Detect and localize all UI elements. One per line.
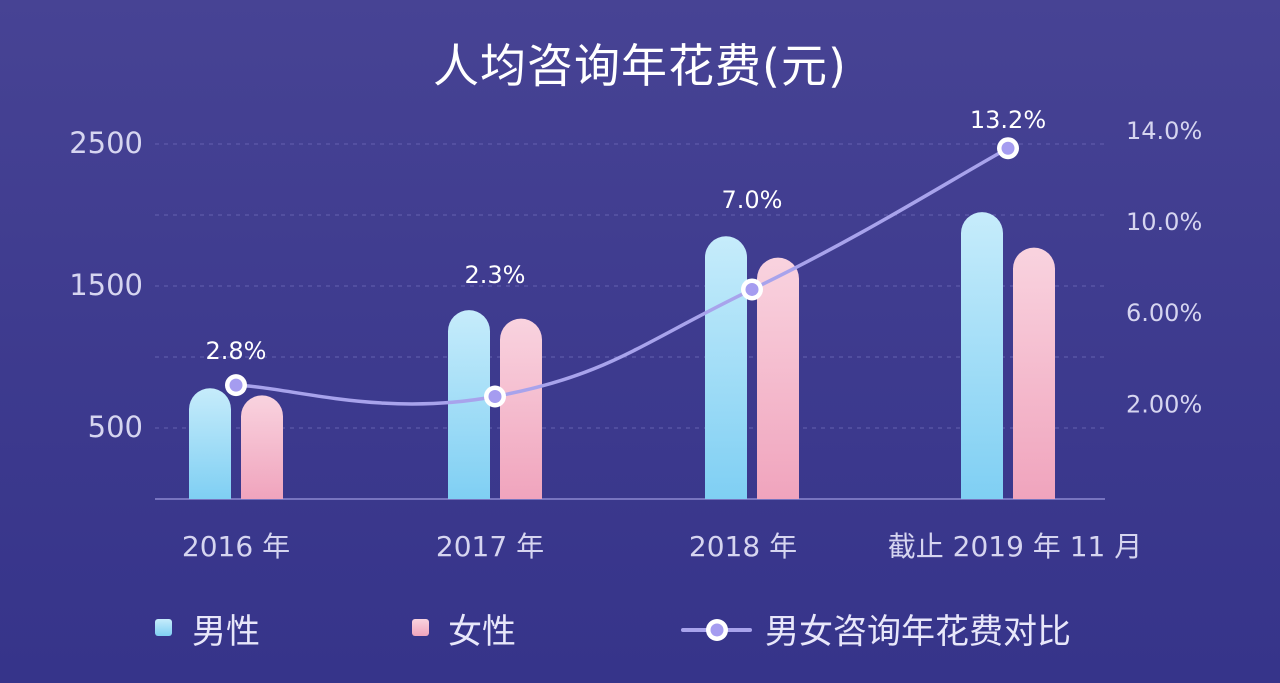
legend-item-line: 男女咨询年花费对比	[681, 612, 1071, 652]
y-right-tick-label: 14.0%	[1126, 117, 1202, 145]
legend-item-female: 女性	[412, 612, 516, 652]
legend-label-male: 男性	[192, 612, 260, 652]
bar-female	[1013, 247, 1055, 499]
bars	[189, 212, 1055, 499]
line-point-inner	[1001, 141, 1015, 155]
bar-female	[757, 257, 799, 499]
line-point-inner	[488, 390, 502, 403]
x-tick-label: 2018 年	[689, 530, 797, 563]
y-right-tick-label: 10.0%	[1126, 208, 1202, 236]
legend-label-female: 女性	[448, 612, 516, 652]
legend-label-line: 男女咨询年花费对比	[765, 612, 1071, 652]
x-tick-label: 截止 2019 年 11 月	[888, 530, 1143, 563]
legend-swatch-female	[412, 619, 429, 636]
y-left-tick-label: 500	[88, 410, 143, 444]
x-tick-label: 2017 年	[436, 530, 544, 563]
x-tick-label: 2016 年	[182, 530, 290, 563]
comparison-line	[234, 146, 1010, 406]
data-label: 7.0%	[722, 186, 783, 214]
data-label: 2.8%	[206, 337, 267, 365]
chart-title: 人均咨询年花费(元)	[433, 39, 847, 93]
line-point-inner	[745, 282, 759, 296]
y-left-tick-label: 1500	[69, 268, 143, 302]
bar-male	[448, 310, 490, 499]
legend-line-marker-inner	[710, 623, 724, 637]
y-left-tick-label: 2500	[69, 126, 143, 160]
line-point-inner	[229, 378, 243, 392]
data-label: 2.3%	[465, 261, 526, 289]
bar-female	[500, 318, 542, 499]
grid-lines	[155, 143, 1105, 500]
line-series	[225, 137, 1019, 408]
bar-male	[705, 236, 747, 499]
y-right-tick-label: 2.00%	[1126, 390, 1202, 418]
bar-male	[961, 212, 1003, 499]
legend-swatch-male	[155, 619, 172, 636]
bar-female	[241, 395, 283, 499]
axis-labels: 2.8% 2.3% 7.0% 13.2% 500 1500 2500 2.00% 6.00% 10…	[69, 106, 1202, 563]
bar-male	[189, 388, 231, 499]
legend: 男性 女性 男女咨询年花费对比	[155, 612, 1071, 652]
y-right-tick-label: 6.00%	[1126, 299, 1202, 327]
legend-item-male: 男性	[155, 612, 260, 652]
data-label: 13.2%	[970, 106, 1046, 134]
